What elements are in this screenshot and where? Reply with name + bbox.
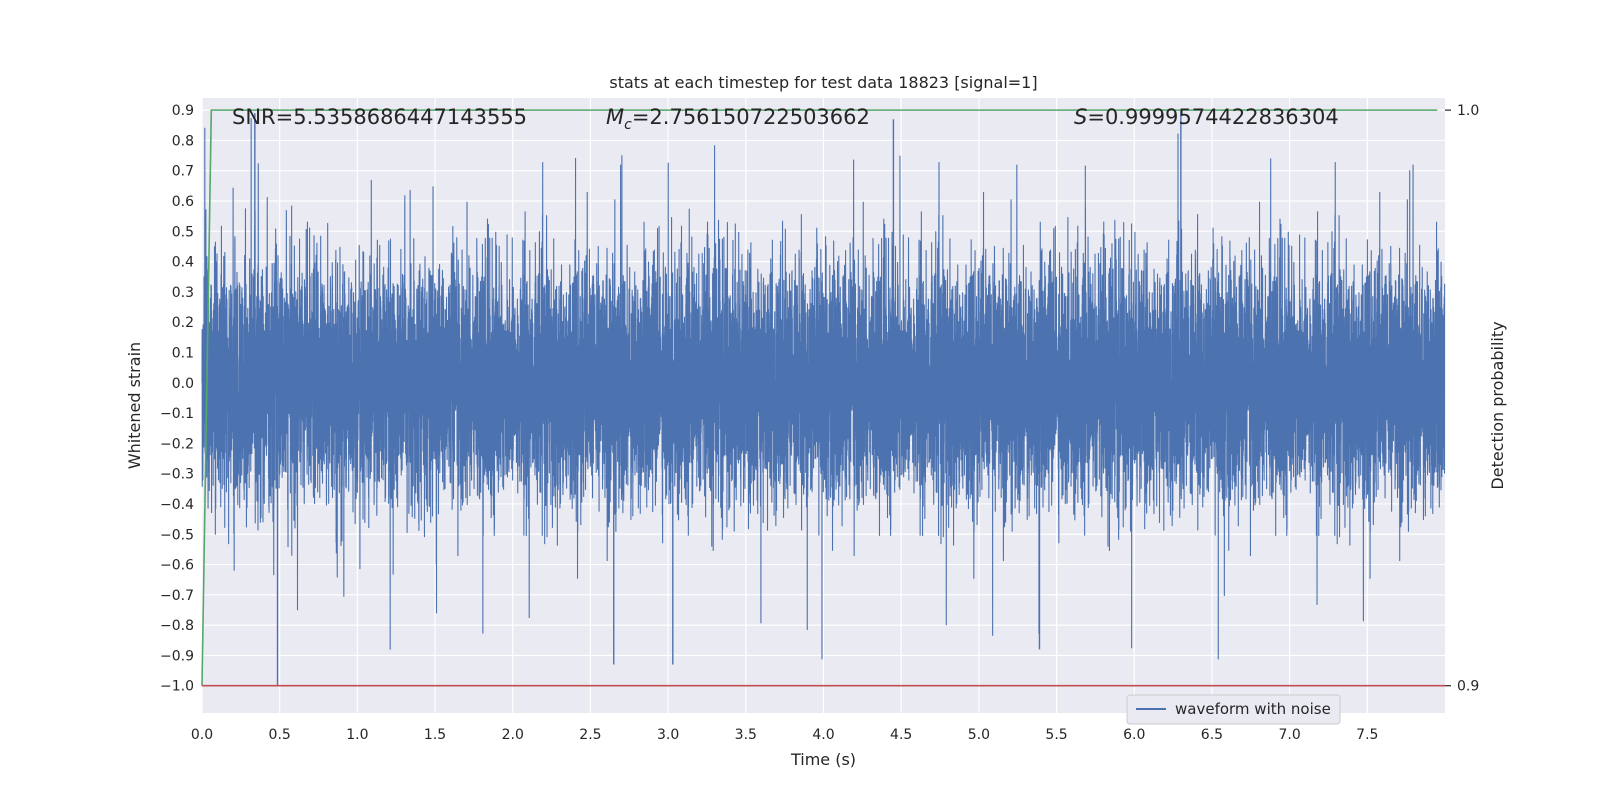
overlay-lines xyxy=(201,109,1445,687)
x-tick-label: 4.0 xyxy=(812,727,834,743)
y-tick-label: −0.6 xyxy=(160,558,194,574)
axis-ticks: 0.0 0.5 1.0 1.5 2.0 2.5 3.0 3.5 4.0 4.5 5.0 5.5 6.0 6… xyxy=(160,103,1479,743)
y-tick-label: 0.3 xyxy=(172,285,194,301)
y-tick-label: 0.6 xyxy=(172,194,194,210)
y-tick-label: −0.7 xyxy=(160,588,194,604)
y2-tick-label: 1.0 xyxy=(1457,103,1479,119)
x-tick-label: 2.5 xyxy=(579,727,601,743)
y-tick-label: −0.9 xyxy=(160,648,194,664)
y-tick-label: −0.5 xyxy=(160,527,194,543)
y-tick-label: −0.3 xyxy=(160,467,194,483)
x-tick-label: 1.5 xyxy=(424,727,446,743)
y-tick-label: −0.2 xyxy=(160,436,194,452)
waveform-line xyxy=(201,117,1446,660)
y2-tick-label: 0.9 xyxy=(1457,679,1479,695)
y-tick-label: 0.8 xyxy=(172,133,194,149)
mc-value: =2.756150722503662 xyxy=(632,105,870,129)
x-tick-label: 5.0 xyxy=(968,727,990,743)
x-tick-label: 1.0 xyxy=(346,727,368,743)
x-tick-label: 5.5 xyxy=(1045,727,1067,743)
legend-box xyxy=(1126,694,1341,725)
y-tick-label: −0.4 xyxy=(160,497,194,513)
y-tick-label: 0.7 xyxy=(172,164,194,180)
y-tick-label: 0.2 xyxy=(172,315,194,331)
waveform-series xyxy=(201,110,1446,686)
s-value: =0.9999574422836304 xyxy=(1087,105,1338,129)
y-tick-label: 0.9 xyxy=(172,103,194,119)
detection-probability-line xyxy=(201,109,1438,686)
y-tick-label: −0.8 xyxy=(160,618,194,634)
x-tick-label: 6.0 xyxy=(1123,727,1145,743)
x-tick-label: 2.0 xyxy=(502,727,524,743)
x-tick-label: 0.0 xyxy=(191,727,213,743)
y-axis-label: Whitened strain xyxy=(125,342,144,469)
y-tick-label: 0.4 xyxy=(172,255,194,271)
chirp-mass-annotation: Mc=2.756150722503662 xyxy=(606,105,870,133)
y-tick-label: 0.1 xyxy=(172,345,194,361)
x-tick-label: 7.5 xyxy=(1356,727,1378,743)
snr-annotation: SNR=5.5358686447143555 xyxy=(232,105,527,129)
legend: waveform with noise xyxy=(1126,694,1341,725)
mc-symbol: M xyxy=(606,105,624,129)
y-tick-label: −0.1 xyxy=(160,406,194,422)
x-tick-label: 6.5 xyxy=(1201,727,1223,743)
y-tick-label: −1.0 xyxy=(160,679,194,695)
x-tick-label: 4.5 xyxy=(890,727,912,743)
y-tick-label: 0.5 xyxy=(172,224,194,240)
x-tick-label: 7.0 xyxy=(1278,727,1300,743)
s-symbol: S xyxy=(1074,105,1087,129)
legend-label: waveform with noise xyxy=(1175,700,1331,718)
y-tick-label: 0.0 xyxy=(172,376,194,392)
s-annotation: S=0.9999574422836304 xyxy=(1074,105,1339,129)
x-tick-label: 3.5 xyxy=(735,727,757,743)
chart-title: stats at each timestep for test data 188… xyxy=(609,73,1037,92)
mc-subscript: c xyxy=(624,117,632,133)
x-tick-label: 3.0 xyxy=(657,727,679,743)
x-tick-label: 0.5 xyxy=(269,727,291,743)
x-axis-label: Time (s) xyxy=(790,750,856,769)
y2-axis-label: Detection probability xyxy=(1488,321,1507,489)
